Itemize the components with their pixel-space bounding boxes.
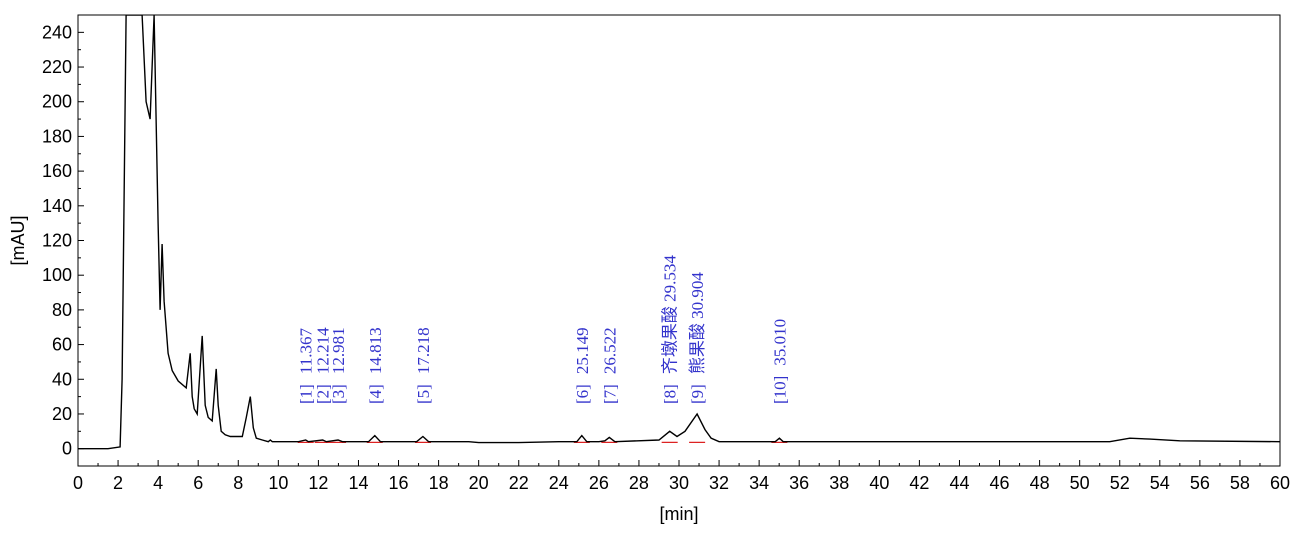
chromatogram-trace — [78, 15, 1280, 450]
peak-label: [2] 12.214 — [314, 327, 333, 404]
y-tick-label: 200 — [42, 92, 72, 112]
peak-index: [8] — [661, 384, 680, 404]
peak-retention-time: 12.981 — [329, 327, 348, 374]
x-tick-label: 24 — [549, 473, 569, 493]
x-tick-label: 56 — [1190, 473, 1210, 493]
x-tick-label: 0 — [73, 473, 83, 493]
x-tick-label: 50 — [1070, 473, 1090, 493]
peak-index: [4] — [366, 384, 385, 404]
x-tick-label: 54 — [1150, 473, 1170, 493]
peak-retention-time: 17.218 — [414, 327, 433, 374]
peak-label: [10] 35.010 — [770, 319, 789, 404]
x-tick-label: 8 — [233, 473, 243, 493]
x-tick-label: 60 — [1270, 473, 1290, 493]
x-tick-label: 44 — [949, 473, 969, 493]
y-tick-label: 180 — [42, 126, 72, 146]
x-tick-label: 30 — [669, 473, 689, 493]
peak-label: [6] 25.149 — [573, 327, 592, 404]
y-tick-label: 100 — [42, 265, 72, 285]
peak-retention-time: 25.149 — [573, 327, 592, 374]
peak-label: [4] 14.813 — [366, 327, 385, 404]
y-tick-label: 160 — [42, 161, 72, 181]
x-tick-label: 26 — [589, 473, 609, 493]
peak-index: [7] — [600, 384, 619, 404]
x-tick-label: 4 — [153, 473, 163, 493]
y-tick-label: 40 — [52, 369, 72, 389]
y-axis-title: [mAU] — [8, 215, 28, 265]
x-axis: 0 2 4 6 8 10 12 14 16 18 20 22 24 26 28 30 32 34 36 38 40 42 4… — [73, 460, 1290, 493]
peak-labels: [1] 11.367 [2] 12.214 [3] 12.981 [4] 14.813 [5] 1… — [297, 255, 790, 404]
peak-label: [3] 12.981 — [329, 327, 348, 404]
x-tick-label: 2 — [113, 473, 123, 493]
y-tick-label: 60 — [52, 335, 72, 355]
x-tick-label: 32 — [709, 473, 729, 493]
x-tick-label: 48 — [1030, 473, 1050, 493]
peak-label: [5] 17.218 — [414, 327, 433, 404]
x-tick-label: 10 — [268, 473, 288, 493]
peak-label: [1] 11.367 — [297, 328, 316, 404]
x-tick-label: 58 — [1230, 473, 1250, 493]
y-tick-label: 140 — [42, 196, 72, 216]
peak-index: [10] — [770, 376, 789, 404]
y-tick-label: 20 — [52, 404, 72, 424]
x-tick-label: 20 — [469, 473, 489, 493]
peak-index: [1] — [297, 384, 316, 404]
x-tick-label: 46 — [990, 473, 1010, 493]
x-tick-label: 42 — [909, 473, 929, 493]
x-tick-label: 22 — [509, 473, 529, 493]
peak-index: [5] — [414, 384, 433, 404]
x-tick-label: 6 — [193, 473, 203, 493]
y-axis: 0 20 40 60 80 100 120 140 160 180 200 220 240 — [42, 22, 84, 459]
peak-retention-time: 熊果酸 30.904 — [688, 272, 707, 374]
x-tick-label: 12 — [308, 473, 328, 493]
x-tick-label: 36 — [789, 473, 809, 493]
x-tick-label: 18 — [429, 473, 449, 493]
x-tick-label: 40 — [869, 473, 889, 493]
peak-label: [9] 熊果酸 30.904 — [688, 272, 707, 404]
peak-index: [9] — [688, 384, 707, 404]
x-axis-title: [min] — [659, 504, 698, 524]
peak-index: [2] — [314, 384, 333, 404]
peak-label: [7] 26.522 — [600, 327, 619, 404]
x-tick-label: 28 — [629, 473, 649, 493]
y-tick-label: 220 — [42, 57, 72, 77]
x-tick-label: 52 — [1110, 473, 1130, 493]
y-tick-label: 120 — [42, 231, 72, 251]
peak-retention-time: 35.010 — [770, 319, 789, 366]
peak-retention-time: 11.367 — [297, 328, 316, 375]
x-tick-label: 14 — [348, 473, 368, 493]
peak-label: [8] 齐墩果酸 29.534 — [661, 255, 680, 404]
x-tick-label: 16 — [389, 473, 409, 493]
x-tick-label: 38 — [829, 473, 849, 493]
peak-retention-time: 齐墩果酸 29.534 — [661, 255, 680, 374]
peak-index: [3] — [329, 384, 348, 404]
y-tick-label: 80 — [52, 300, 72, 320]
x-tick-label: 34 — [749, 473, 769, 493]
y-tick-label: 0 — [62, 439, 72, 459]
peak-index: [6] — [573, 384, 592, 404]
peak-retention-time: 14.813 — [366, 327, 385, 374]
peak-retention-time: 12.214 — [314, 327, 333, 374]
y-tick-label: 240 — [42, 22, 72, 42]
peak-retention-time: 26.522 — [600, 327, 619, 374]
